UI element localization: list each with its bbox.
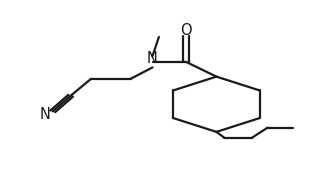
Text: O: O [180,23,191,38]
Text: N: N [40,107,50,122]
Text: N: N [147,51,158,66]
